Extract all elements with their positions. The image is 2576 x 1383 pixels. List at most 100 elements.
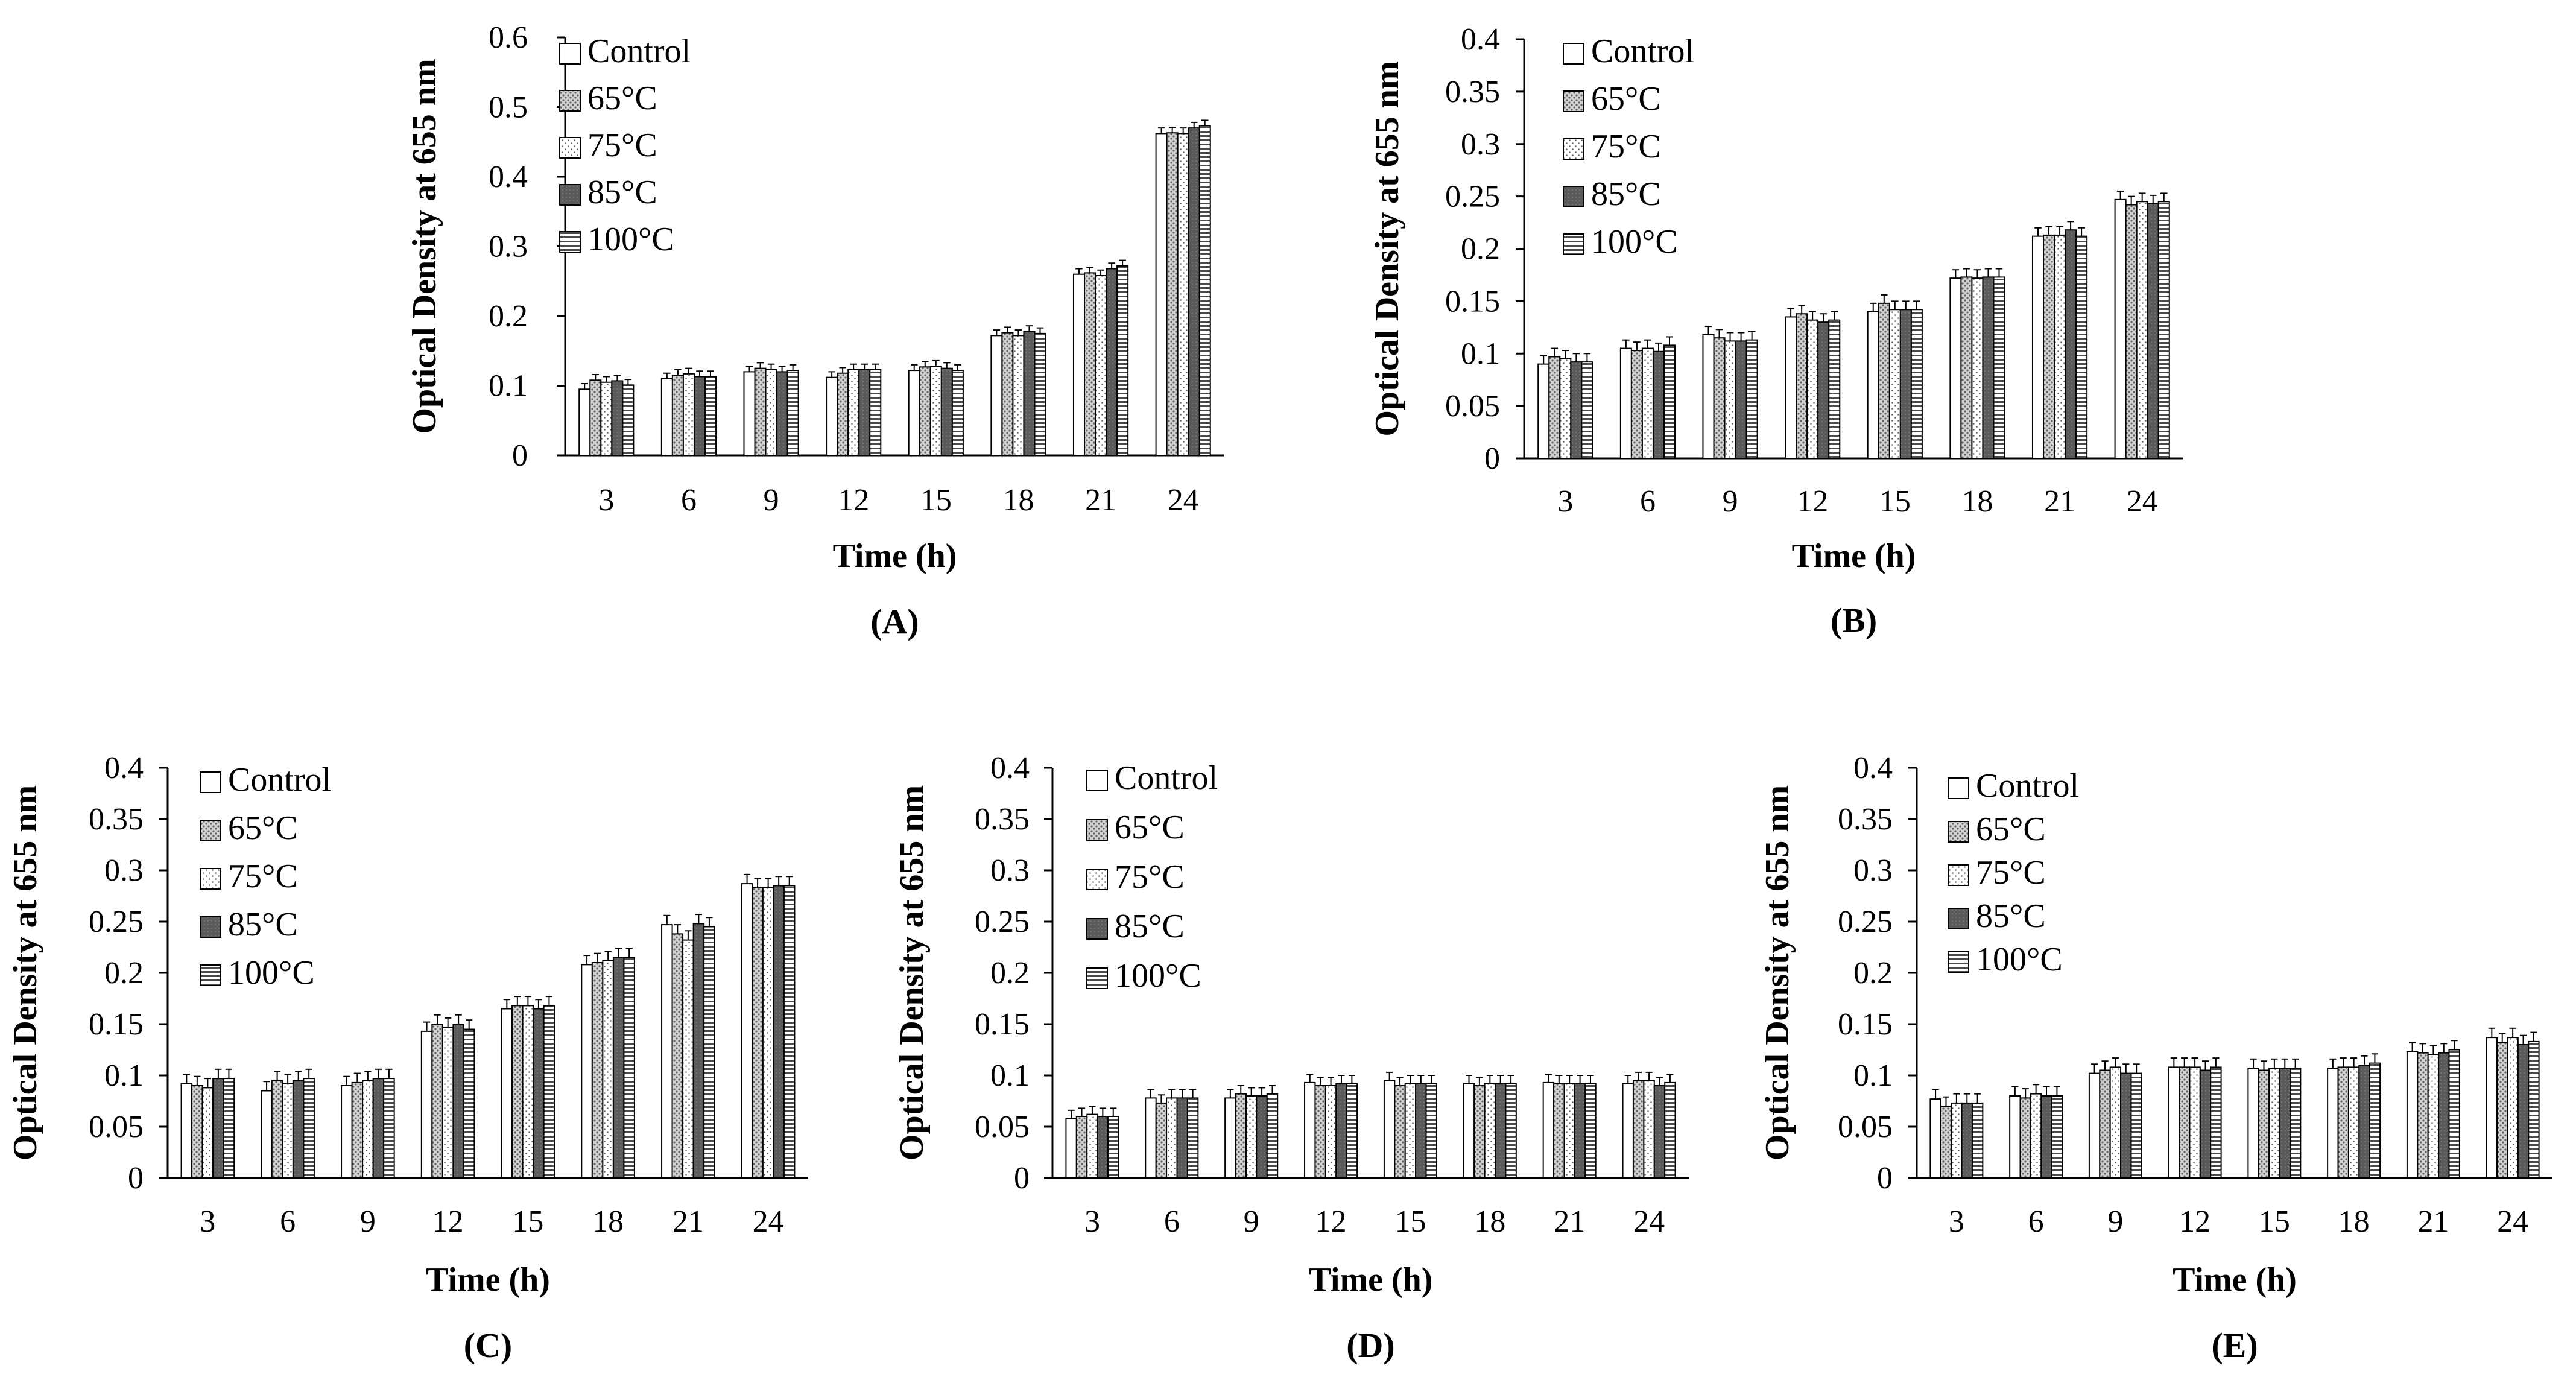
x-axis-title: Time (h) — [426, 1261, 550, 1299]
chart-panel: 0 0.1 0.2 0.3 0.4 0.5 0.6 3 6 9 12 15 18 21 24 Control 6… — [406, 21, 1224, 641]
bar — [1415, 1083, 1427, 1179]
y-tick-label: 0.1 — [1853, 1059, 1893, 1093]
bar — [1724, 340, 1736, 460]
y-tick-label: 0.3 — [1461, 127, 1500, 162]
bar — [837, 372, 849, 457]
bar — [990, 335, 1003, 457]
bar — [1542, 1081, 1555, 1179]
bar — [1663, 344, 1676, 459]
bar — [1664, 1081, 1676, 1179]
x-tick-label: 24 — [753, 1204, 784, 1239]
bar — [1570, 361, 1583, 460]
y-tick-label: 0.05 — [89, 1110, 144, 1144]
y-tick-label: 0.1 — [990, 1059, 1030, 1093]
bar — [1632, 1080, 1645, 1179]
bar — [869, 369, 882, 456]
y-tick-label: 0.35 — [975, 802, 1030, 837]
bar — [1940, 1106, 1952, 1179]
x-axis-title: Time (h) — [833, 537, 957, 575]
bar — [1584, 1083, 1597, 1179]
bar — [1166, 132, 1179, 457]
bar — [522, 1005, 534, 1179]
bar — [773, 885, 785, 1179]
bar — [623, 957, 635, 1179]
x-axis-title: Time (h) — [1309, 1261, 1433, 1299]
bar — [752, 887, 764, 1179]
chart-panels: 0 0.1 0.2 0.3 0.4 0.5 0.6 3 6 9 12 15 18 21 24 Control 6… — [7, 21, 2552, 1365]
bar — [1910, 309, 1923, 460]
bar — [201, 1087, 214, 1179]
bar — [2168, 1066, 2180, 1179]
x-tick-label: 21 — [2417, 1204, 2449, 1239]
bar — [703, 926, 715, 1179]
bar — [1949, 277, 1962, 459]
bar — [2347, 1066, 2360, 1179]
x-tick-label: 6 — [2028, 1204, 2044, 1239]
chart-panel: 0 0.05 0.1 0.15 0.2 0.25 0.3 0.35 0.4 3 6 9 12 15 18 21… — [893, 751, 1689, 1365]
bar — [463, 1028, 475, 1179]
legend-swatch — [559, 137, 581, 159]
bar — [1012, 335, 1025, 457]
bar — [2358, 1065, 2370, 1179]
bar — [2406, 1051, 2419, 1179]
y-tick-label: 0.25 — [1838, 905, 1893, 939]
x-tick-label: 21 — [1085, 483, 1116, 517]
bar — [1652, 350, 1665, 460]
bar — [762, 887, 774, 1179]
bar — [2136, 201, 2148, 459]
legend-swatch — [200, 868, 221, 890]
bar — [2030, 1093, 2042, 1179]
legend-label: 75°C — [1115, 858, 1185, 896]
bar — [1106, 268, 1118, 456]
legend-swatch — [1563, 90, 1584, 112]
bar — [1314, 1085, 1326, 1179]
bar — [951, 370, 964, 457]
bar — [754, 367, 767, 456]
x-tick-label: 18 — [2338, 1204, 2370, 1239]
y-tick-label: 0.1 — [104, 1059, 144, 1093]
bar — [501, 1008, 513, 1179]
bar — [2448, 1049, 2460, 1179]
bar — [2438, 1052, 2450, 1179]
bar — [1796, 313, 1808, 459]
bar — [1256, 1095, 1268, 1179]
legend-label: 85°C — [228, 906, 298, 943]
legend-swatch — [1563, 233, 1584, 255]
x-tick-label: 21 — [2044, 484, 2075, 519]
y-tick-label: 0.05 — [1838, 1110, 1893, 1144]
legend-label: Control — [1115, 759, 1218, 797]
x-tick-label: 3 — [1084, 1204, 1100, 1239]
x-tick-label: 15 — [1879, 484, 1911, 519]
chart-panel: 0 0.05 0.1 0.15 0.2 0.25 0.3 0.35 0.4 3 6 9 12 15 18 21… — [7, 751, 808, 1365]
bar — [1107, 1116, 1119, 1179]
bar — [1806, 319, 1819, 460]
bar — [1463, 1083, 1475, 1179]
chart-panel: 0 0.05 0.1 0.15 0.2 0.25 0.3 0.35 0.4 3 6 9 12 15 18 21… — [1759, 751, 2552, 1365]
bar — [2199, 1069, 2212, 1179]
bar — [2019, 1097, 2031, 1179]
legend-swatch — [1948, 777, 1969, 799]
legend-label: 65°C — [1115, 809, 1185, 846]
bar — [1961, 1102, 1973, 1179]
bar — [452, 1024, 464, 1179]
bar — [581, 964, 593, 1179]
x-tick-label: 12 — [1797, 484, 1828, 519]
bar — [682, 939, 694, 1179]
legend-label: Control — [1591, 33, 1694, 70]
bar — [1245, 1095, 1258, 1179]
bar — [671, 375, 684, 456]
bar — [692, 923, 705, 1179]
x-tick-label: 18 — [1474, 1204, 1505, 1239]
x-tick-label: 12 — [1315, 1204, 1347, 1239]
bar — [1383, 1080, 1396, 1179]
bar — [2417, 1052, 2429, 1179]
panel-label: (E) — [2211, 1326, 2258, 1365]
bar — [743, 371, 756, 457]
bar — [671, 933, 684, 1179]
bar — [1177, 133, 1189, 456]
y-tick-label: 0.25 — [89, 905, 144, 939]
bar — [362, 1080, 374, 1179]
bar — [929, 366, 942, 456]
x-tick-label: 6 — [681, 483, 697, 517]
bar — [578, 388, 591, 457]
